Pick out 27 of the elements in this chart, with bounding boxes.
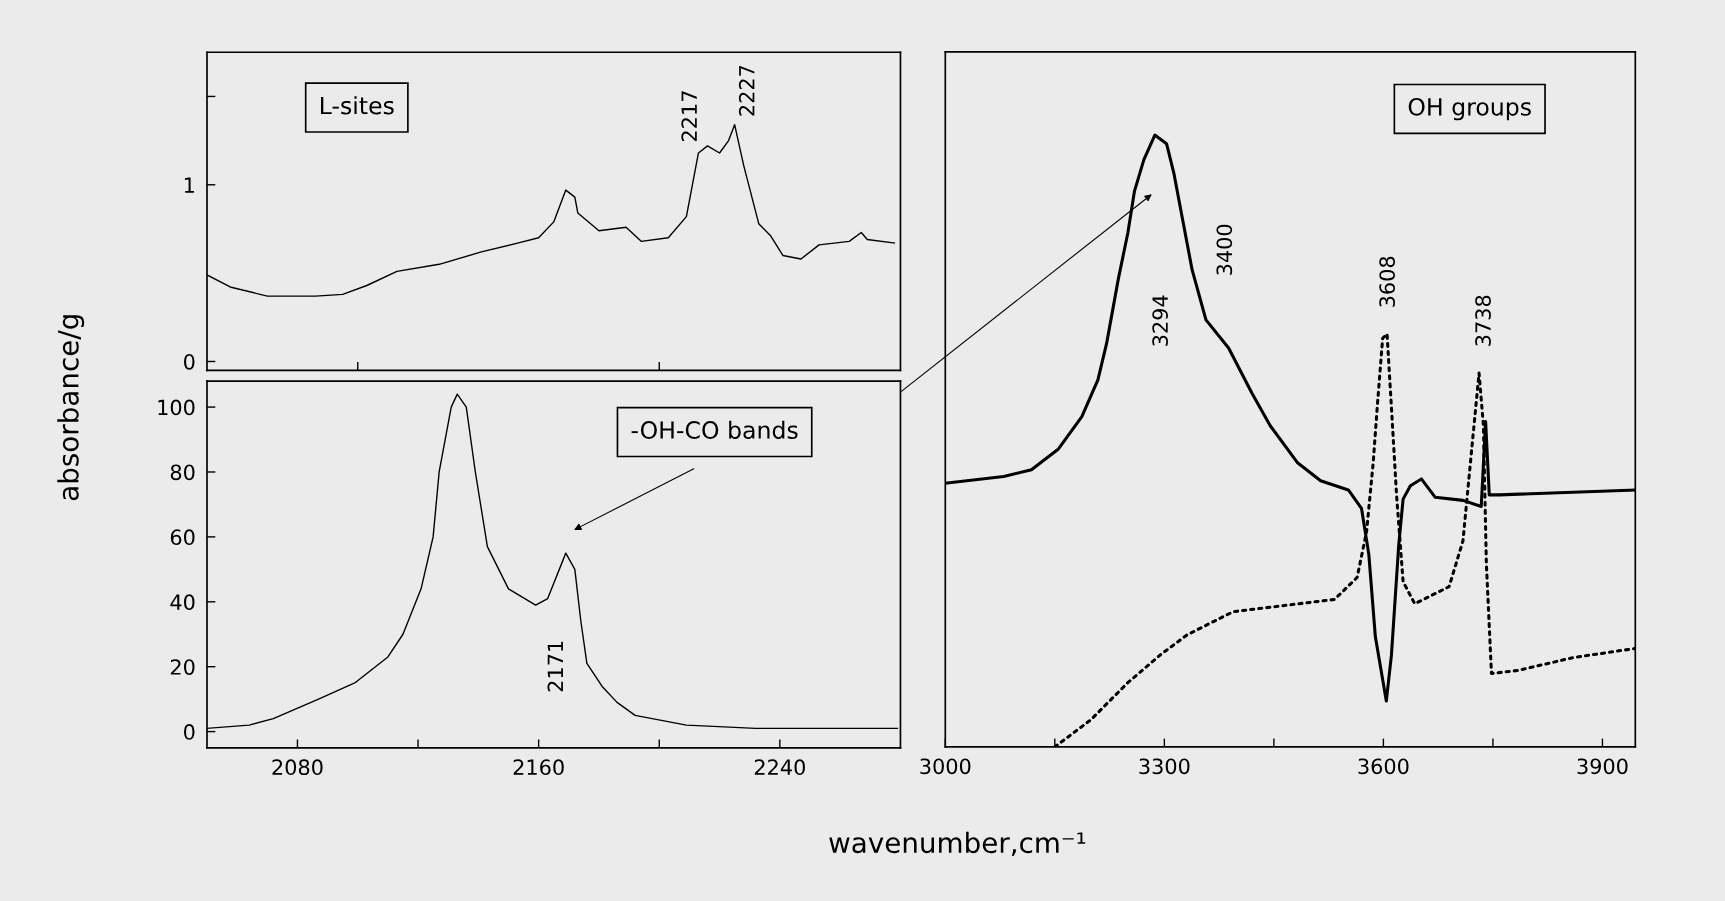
x-tick-label: 2240 <box>754 759 805 776</box>
annotation: 2217 <box>681 91 697 142</box>
y-axis-title: absorbance/g <box>57 315 85 501</box>
x-tick-label: 3600 <box>1358 758 1409 775</box>
y-tick-label: 60 <box>170 529 195 546</box>
y-tick-label: 20 <box>170 659 195 675</box>
y-tick-label: 0 <box>184 724 195 740</box>
annotation: L-sites <box>321 96 394 115</box>
annotation: -OH-CO bands <box>631 420 798 439</box>
x-axis-title: wavenumber,cm⁻¹ <box>829 831 1086 857</box>
y-tick-label: 80 <box>170 464 195 481</box>
annotation: 3738 <box>1475 295 1491 346</box>
annotation: 3608 <box>1379 256 1396 307</box>
text: OH groups <box>1408 97 1531 121</box>
x-tick-label: 3300 <box>1139 758 1190 775</box>
x-tick-label: 3900 <box>1577 758 1628 775</box>
y-tick-label: 0 <box>184 353 195 370</box>
x-tick-label: 2080 <box>272 759 323 776</box>
x-tick-label: 2160 <box>513 759 564 776</box>
y-tick-label: 40 <box>170 594 195 611</box>
annotation: 3400 <box>1216 224 1233 275</box>
x-tick-label: 3000 <box>920 758 971 775</box>
y-tick-label: 1 <box>184 177 194 193</box>
annotation: 2227 <box>738 65 755 116</box>
annotation: 3294 <box>1152 295 1168 346</box>
annotation: 2171 <box>547 641 563 692</box>
y-tick-label: 100 <box>158 399 195 416</box>
